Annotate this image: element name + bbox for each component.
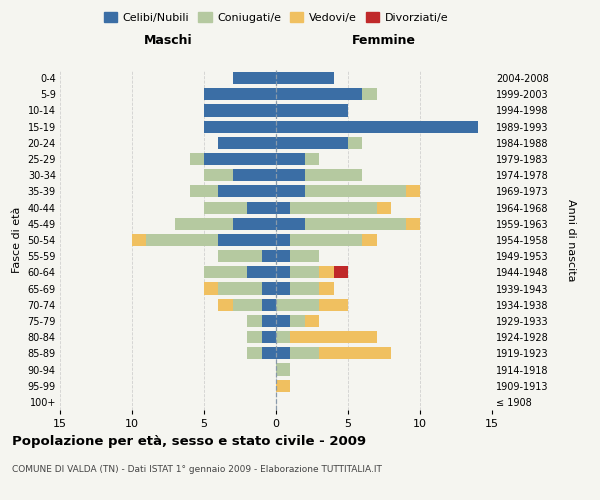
Bar (334, 266, 348, 278)
Bar (247, 315, 262, 327)
Bar (276, 234, 290, 246)
Bar (290, 282, 319, 294)
Bar (290, 348, 319, 360)
Bar (247, 202, 276, 213)
Bar (204, 104, 276, 117)
Bar (233, 72, 276, 84)
Bar (276, 88, 362, 101)
Bar (305, 315, 319, 327)
Bar (233, 169, 276, 181)
Bar (276, 104, 348, 117)
Bar (276, 298, 319, 311)
Bar (276, 266, 290, 278)
Bar (276, 120, 478, 132)
Bar (190, 153, 204, 165)
Text: COMUNE DI VALDA (TN) - Dati ISTAT 1° gennaio 2009 - Elaborazione TUTTITALIA.IT: COMUNE DI VALDA (TN) - Dati ISTAT 1° gen… (12, 465, 382, 474)
Bar (305, 153, 319, 165)
Bar (218, 298, 233, 311)
Bar (319, 282, 334, 294)
Bar (247, 348, 262, 360)
Bar (276, 331, 290, 343)
Bar (204, 282, 218, 294)
Bar (204, 169, 233, 181)
Bar (276, 137, 348, 149)
Bar (146, 234, 218, 246)
Bar (319, 266, 334, 278)
Bar (276, 153, 305, 165)
Bar (319, 348, 391, 360)
Bar (204, 202, 247, 213)
Bar (276, 315, 290, 327)
Bar (190, 186, 218, 198)
Bar (305, 169, 362, 181)
Text: Maschi: Maschi (143, 34, 193, 48)
Bar (204, 120, 276, 132)
Bar (276, 348, 290, 360)
Bar (276, 380, 290, 392)
Bar (262, 331, 276, 343)
Bar (262, 282, 276, 294)
Bar (290, 331, 377, 343)
Legend: Celibi/Nubili, Coniugati/e, Vedovi/e, Divorziati/e: Celibi/Nubili, Coniugati/e, Vedovi/e, Di… (100, 8, 452, 28)
Bar (247, 266, 276, 278)
Bar (305, 218, 406, 230)
Bar (218, 137, 276, 149)
Bar (276, 282, 290, 294)
Bar (218, 282, 262, 294)
Text: Popolazione per età, sesso e stato civile - 2009: Popolazione per età, sesso e stato civil… (12, 435, 366, 448)
Bar (276, 169, 305, 181)
Bar (262, 315, 276, 327)
Bar (218, 234, 276, 246)
Bar (290, 315, 305, 327)
Bar (276, 218, 305, 230)
Bar (204, 88, 276, 101)
Bar (406, 218, 420, 230)
Bar (175, 218, 233, 230)
Bar (276, 72, 334, 84)
Text: Femmine: Femmine (352, 34, 416, 48)
Bar (247, 331, 262, 343)
Bar (276, 186, 305, 198)
Bar (290, 202, 377, 213)
Bar (290, 250, 319, 262)
Bar (348, 137, 362, 149)
Bar (319, 298, 348, 311)
Y-axis label: Anni di nascita: Anni di nascita (566, 198, 575, 281)
Bar (406, 186, 420, 198)
Bar (233, 218, 276, 230)
Bar (262, 298, 276, 311)
Bar (290, 234, 362, 246)
Bar (262, 250, 276, 262)
Bar (305, 186, 406, 198)
Bar (377, 202, 391, 213)
Bar (290, 266, 319, 278)
Bar (204, 266, 247, 278)
Bar (262, 348, 276, 360)
Bar (233, 298, 262, 311)
Bar (218, 250, 262, 262)
Bar (362, 234, 377, 246)
Bar (204, 153, 276, 165)
Bar (276, 364, 290, 376)
Bar (276, 250, 290, 262)
Bar (276, 202, 290, 213)
Bar (218, 186, 276, 198)
Y-axis label: Fasce di età: Fasce di età (12, 207, 22, 273)
Bar (132, 234, 146, 246)
Bar (362, 88, 377, 101)
